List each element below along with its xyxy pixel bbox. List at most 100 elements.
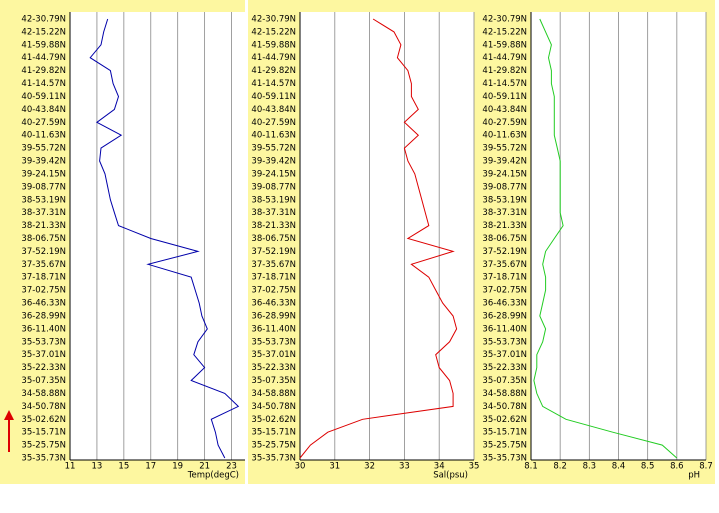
y-tick-label: 41-29.82N <box>482 66 527 76</box>
x-tick-label: 8.4 <box>612 462 626 472</box>
x-tick-label: 19 <box>172 462 183 472</box>
y-tick-label: 39-55.72N <box>21 144 66 154</box>
y-tick-label: 38-21.33N <box>251 221 296 231</box>
x-tick-label: 32 <box>364 462 375 472</box>
y-tick-label: 35-35.73N <box>482 454 527 464</box>
y-tick-label: 37-02.75N <box>21 286 66 296</box>
y-tick-label: 35-37.01N <box>482 350 527 360</box>
y-tick-label: 36-11.40N <box>251 324 296 334</box>
y-tick-label: 35-25.75N <box>251 441 296 451</box>
x-tick-label: 21 <box>199 462 210 472</box>
y-tick-label: 34-50.78N <box>251 402 296 412</box>
y-tick-label: 38-06.75N <box>21 234 66 244</box>
y-tick-label: 35-35.73N <box>251 454 296 464</box>
y-tick-label: 37-18.71N <box>251 273 296 283</box>
y-tick-label: 34-50.78N <box>21 402 66 412</box>
y-tick-label: 35-25.75N <box>482 441 527 451</box>
y-tick-label: 42-15.22N <box>482 27 527 37</box>
y-tick-label: 34-58.88N <box>482 389 527 399</box>
y-tick-label: 37-35.67N <box>251 260 296 270</box>
y-tick-label: 36-11.40N <box>21 324 66 334</box>
y-tick-label: 35-02.62N <box>251 415 296 425</box>
x-tick-label: 23 <box>226 462 237 472</box>
y-tick-label: 38-37.31N <box>21 208 66 218</box>
y-tick-label: 35-22.33N <box>251 363 296 373</box>
y-tick-label: 35-37.01N <box>251 350 296 360</box>
x-axis-label: Temp(degC) <box>187 471 239 481</box>
profile-line <box>89 18 240 459</box>
y-tick-label: 38-37.31N <box>482 208 527 218</box>
y-tick-label: 40-43.84N <box>251 105 296 115</box>
y-tick-label: 41-14.57N <box>251 79 296 89</box>
x-tick-label: 15 <box>118 462 129 472</box>
y-tick-label: 36-28.99N <box>251 311 296 321</box>
y-tick-label: 38-37.31N <box>251 208 296 218</box>
y-tick-label: 40-43.84N <box>21 105 66 115</box>
y-tick-label: 41-44.79N <box>251 53 296 63</box>
x-tick-label: 11 <box>65 462 76 472</box>
y-tick-label: 35-15.71N <box>482 428 527 438</box>
x-tick-label: 8.2 <box>553 462 567 472</box>
y-tick-label: 36-46.33N <box>21 299 66 309</box>
x-axis-label: pH <box>688 471 700 481</box>
x-tick-label: 8.7 <box>699 462 713 472</box>
y-tick-label: 41-29.82N <box>251 66 296 76</box>
y-tick-label: 38-21.33N <box>482 221 527 231</box>
profile-line <box>299 18 458 459</box>
y-tick-label: 40-27.59N <box>21 118 66 128</box>
x-tick-label: 8.3 <box>583 462 597 472</box>
y-tick-label: 35-22.33N <box>21 363 66 373</box>
y-tick-label: 39-08.77N <box>482 182 527 192</box>
x-tick-label: 8.5 <box>641 462 655 472</box>
y-tick-label: 39-24.15N <box>251 169 296 179</box>
x-tick-label: 30 <box>295 462 306 472</box>
y-tick-label: 37-52.19N <box>21 247 66 257</box>
x-tick-label: 34 <box>434 462 445 472</box>
y-tick-label: 35-07.35N <box>21 376 66 386</box>
y-tick-label: 38-21.33N <box>21 221 66 231</box>
y-tick-label: 39-39.42N <box>251 157 296 167</box>
y-tick-label: 35-07.35N <box>251 376 296 386</box>
y-tick-label: 42-15.22N <box>251 27 296 37</box>
y-tick-label: 35-53.73N <box>21 337 66 347</box>
y-tick-label: 39-08.77N <box>251 182 296 192</box>
y-tick-label: 34-58.88N <box>251 389 296 399</box>
y-tick-label: 41-44.79N <box>482 53 527 63</box>
y-tick-label: 35-25.75N <box>21 441 66 451</box>
y-tick-label: 39-08.77N <box>21 182 66 192</box>
y-tick-label: 37-02.75N <box>482 286 527 296</box>
y-tick-label: 35-07.35N <box>482 376 527 386</box>
y-tick-label: 38-06.75N <box>482 234 527 244</box>
y-tick-label: 41-59.88N <box>21 40 66 50</box>
y-tick-label: 39-55.72N <box>482 144 527 154</box>
y-tick-label: 39-39.42N <box>482 157 527 167</box>
y-tick-label: 38-53.19N <box>21 195 66 205</box>
y-tick-label: 35-35.73N <box>21 454 66 464</box>
y-tick-label: 40-11.63N <box>251 131 296 141</box>
y-tick-label: 40-27.59N <box>482 118 527 128</box>
y-tick-label: 37-52.19N <box>251 247 296 257</box>
y-tick-label: 41-59.88N <box>482 40 527 50</box>
x-tick-label: 35 <box>469 462 480 472</box>
arrow-head <box>4 410 14 420</box>
x-tick-label: 13 <box>92 462 103 472</box>
y-tick-label: 41-14.57N <box>482 79 527 89</box>
y-tick-label: 41-14.57N <box>21 79 66 89</box>
y-tick-label: 40-11.63N <box>482 131 527 141</box>
y-tick-label: 36-28.99N <box>482 311 527 321</box>
y-tick-label: 38-53.19N <box>482 195 527 205</box>
y-tick-label: 35-02.62N <box>482 415 527 425</box>
x-tick-label: 8.1 <box>524 462 538 472</box>
y-tick-label: 38-53.19N <box>251 195 296 205</box>
plot-area <box>70 12 245 460</box>
y-tick-label: 37-18.71N <box>21 273 66 283</box>
y-tick-label: 39-24.15N <box>482 169 527 179</box>
y-tick-label: 35-53.73N <box>482 337 527 347</box>
y-tick-label: 37-18.71N <box>482 273 527 283</box>
y-tick-label: 40-43.84N <box>482 105 527 115</box>
y-tick-label: 41-29.82N <box>21 66 66 76</box>
y-tick-label: 40-59.11N <box>482 92 527 102</box>
x-tick-label: 8.6 <box>670 462 684 472</box>
y-tick-label: 36-11.40N <box>482 324 527 334</box>
y-tick-label: 35-37.01N <box>21 350 66 360</box>
